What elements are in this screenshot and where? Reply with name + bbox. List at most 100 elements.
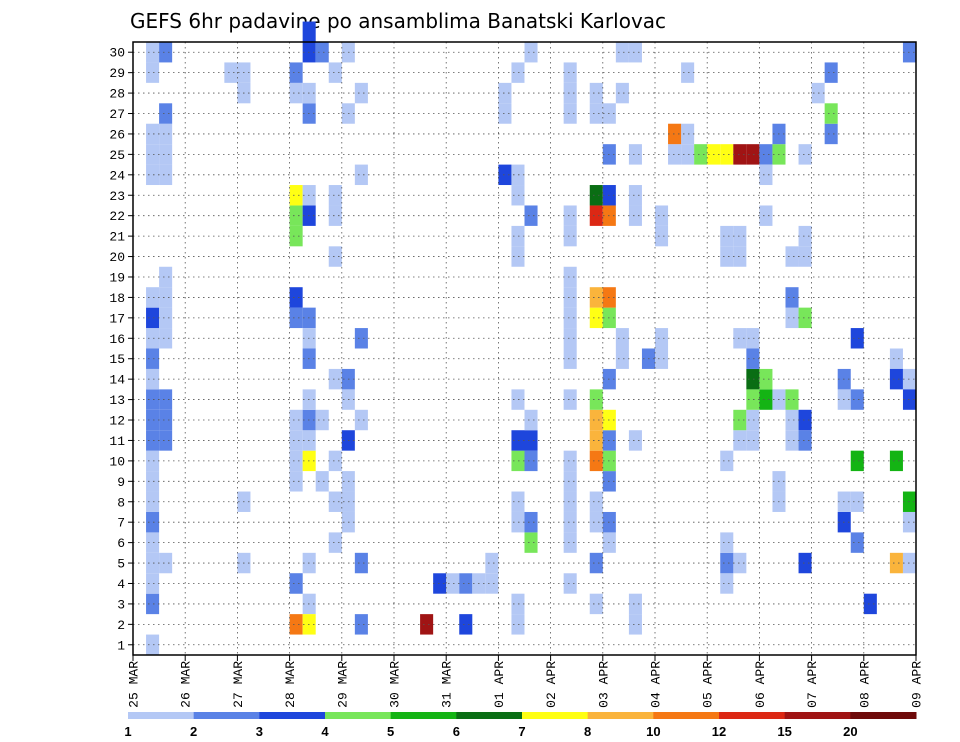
colorbar-swatch-11 [850, 712, 917, 719]
heatmap-cell-27 [146, 144, 160, 165]
heatmap-cell-63 [289, 185, 303, 206]
heatmap-cell-210 [759, 368, 773, 390]
y-tick-label-7: 7 [117, 516, 125, 531]
colorbar-label-4: 4 [321, 724, 329, 739]
heatmap-cell-194 [746, 144, 760, 165]
y-tick-label-23: 23 [109, 189, 125, 204]
heatmap-cell-25 [146, 164, 160, 186]
colorbar-label-7: 7 [518, 724, 525, 739]
heatmap-cell-135 [563, 287, 577, 308]
heatmap-cell-108 [524, 430, 538, 451]
heatmap-cell-145 [589, 511, 603, 533]
heatmap-cell-199 [720, 552, 734, 574]
y-tick-label-18: 18 [109, 291, 125, 306]
heatmap-cell-129 [563, 471, 577, 492]
x-tick-label-0: 25 MAR [127, 661, 142, 708]
heatmap-cell-198 [733, 552, 747, 574]
x-tick-label-5: 30 MAR [388, 661, 403, 708]
colorbar-label-2: 2 [190, 724, 197, 739]
heatmap-cell-51 [289, 409, 303, 431]
heatmap-cell-21 [159, 307, 173, 329]
heatmap-cell-8 [146, 471, 160, 492]
y-tick-label-27: 27 [109, 107, 125, 122]
y-tick-label-4: 4 [117, 577, 125, 592]
heatmap-cell-9 [146, 450, 160, 472]
heatmap-cell-116 [511, 62, 525, 83]
x-tick-label-11: 05 APR [701, 661, 716, 708]
heatmap-cell-97 [446, 573, 460, 594]
heatmap-cell-259 [889, 368, 903, 390]
y-tick-label-2: 2 [117, 618, 125, 633]
y-tick-label-10: 10 [109, 454, 125, 469]
heatmap-cell-70 [315, 42, 329, 63]
heatmap-cell-180 [628, 205, 642, 226]
heatmap-cell-225 [798, 430, 812, 451]
colorbar-swatch-0 [128, 712, 195, 719]
heatmap-cell-161 [589, 205, 603, 226]
heatmap-cell-98 [459, 573, 473, 594]
heatmap-cell-101 [524, 532, 538, 553]
colorbar-label-3: 3 [256, 724, 263, 739]
grid-layer [133, 42, 916, 655]
colorbar-swatch-4 [390, 712, 457, 719]
heatmap-cell-91 [315, 471, 329, 492]
heatmap-cell-126 [563, 532, 577, 553]
heatmap-cell-95 [420, 614, 434, 635]
y-tick-label-5: 5 [117, 557, 125, 572]
heatmap-cell-6 [146, 511, 160, 533]
x-tick-label-8: 02 APR [544, 661, 559, 708]
heatmap-cell-30 [159, 123, 173, 145]
heatmap-cell-171 [628, 430, 642, 451]
heatmap-cell-93 [354, 328, 368, 349]
heatmap-cell-17 [146, 348, 160, 369]
heatmap-cell-26 [159, 164, 173, 186]
heatmap-cell-127 [563, 511, 577, 533]
heatmap-cell-203 [746, 430, 760, 451]
heatmap-cell-188 [681, 123, 695, 145]
heatmap-cell-77 [328, 491, 342, 512]
heatmap-cell-59 [289, 287, 303, 308]
x-tick-label-2: 27 MAR [231, 661, 246, 708]
colorbar-swatch-2 [259, 712, 326, 719]
heatmap-cell-102 [524, 511, 538, 533]
heatmap-cell-133 [563, 328, 577, 349]
heatmap-cell-121 [511, 614, 525, 635]
heatmap-cell-96 [433, 573, 447, 594]
y-tick-label-29: 29 [109, 66, 125, 81]
colorbar-label-10: 10 [646, 724, 660, 739]
heatmap-cell-216 [720, 225, 734, 247]
heatmap-cell-123 [485, 573, 499, 594]
heatmap-cell-207 [759, 389, 773, 410]
heatmap-cell-61 [289, 205, 303, 226]
heatmap-cell-192 [720, 144, 734, 165]
heatmap-cell-224 [785, 430, 799, 451]
heatmap-cell-217 [733, 225, 747, 247]
x-tick-label-10: 04 APR [649, 661, 664, 708]
heatmap-cell-124 [485, 552, 499, 574]
heatmap-cell-195 [759, 144, 773, 165]
y-tick-label-22: 22 [109, 209, 125, 224]
heatmap-cell-187 [681, 144, 695, 165]
heatmap-cell-189 [668, 123, 682, 145]
heatmap-cell-33 [146, 42, 160, 63]
heatmap-cell-84 [328, 246, 342, 267]
y-tick-label-8: 8 [117, 495, 125, 510]
heatmap-cell-168 [589, 82, 603, 104]
heatmap-cell-206 [746, 389, 760, 410]
x-tick-label-1: 26 MAR [179, 661, 194, 708]
heatmap-cell-257 [889, 450, 903, 472]
x-tick-label-7: 01 APR [492, 661, 507, 708]
heatmap-cell-120 [498, 82, 512, 104]
heatmap-cell-193 [733, 144, 747, 165]
heatmap-cell-34 [159, 42, 173, 63]
heatmap-cell-18 [146, 328, 160, 349]
y-tick-label-16: 16 [109, 332, 125, 347]
heatmap-cell-134 [563, 307, 577, 329]
heatmap-cell-209 [746, 368, 760, 390]
y-tick-label-20: 20 [109, 250, 125, 265]
heatmap-cell-204 [733, 409, 747, 431]
heatmap-cell-29 [146, 123, 160, 145]
heatmap-cell-201 [720, 450, 734, 472]
y-tick-label-17: 17 [109, 311, 125, 326]
